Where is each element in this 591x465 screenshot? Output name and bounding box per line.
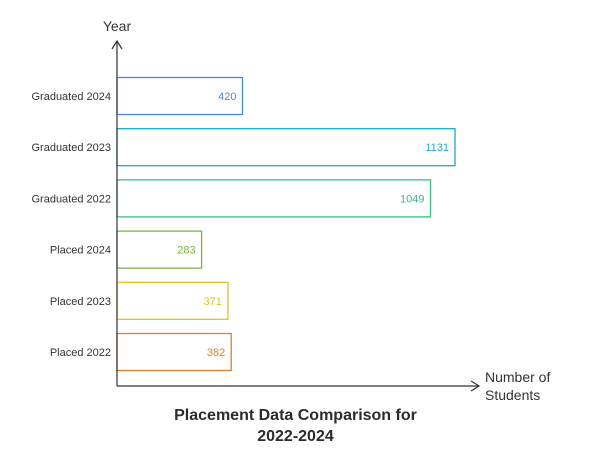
- x-axis-arrow-icon: [470, 380, 481, 392]
- bars-layer: Graduated 2024 420 Graduated 2023 1131 Gradu…: [31, 76, 456, 372]
- chart-title-line-2: 2022-2024: [257, 428, 334, 445]
- bar: [116, 332, 232, 372]
- bar-value-label: 382: [207, 347, 225, 359]
- bar-value-label: 420: [218, 91, 236, 103]
- y-tick-label: Graduated 2022: [31, 193, 111, 205]
- bar: [116, 128, 456, 167]
- y-axis-arrow-icon: [111, 39, 123, 50]
- chart-title: Placement Data Comparison for 2022-2024: [0, 405, 591, 447]
- bar: [116, 179, 432, 218]
- y-tick-label: Graduated 2024: [31, 91, 111, 103]
- bar: [116, 281, 229, 320]
- x-axis-label-line-1: Number of: [485, 369, 550, 385]
- bar: [116, 76, 244, 116]
- y-axis-label: Year: [103, 18, 132, 34]
- chart-title-line-1: Placement Data Comparison for: [174, 407, 417, 424]
- bar-value-label: 1049: [400, 193, 424, 205]
- y-tick-label: Placed 2024: [50, 245, 111, 257]
- axes-layer: Year Number of Students: [103, 18, 551, 403]
- y-tick-label: Placed 2022: [50, 347, 111, 359]
- bar-value-label: 283: [177, 245, 195, 257]
- y-tick-label: Placed 2023: [50, 296, 111, 308]
- bar: [116, 230, 203, 269]
- bar-value-label: 371: [204, 296, 222, 308]
- bar-value-label: 1131: [425, 142, 449, 154]
- y-tick-label: Graduated 2023: [31, 142, 111, 154]
- x-axis-label-line-2: Students: [485, 387, 540, 403]
